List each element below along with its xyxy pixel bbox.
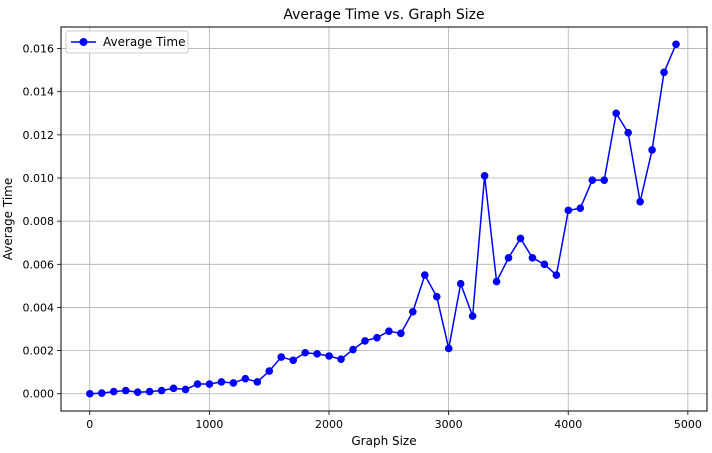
data-point (540, 260, 549, 269)
data-point (624, 128, 632, 137)
y-tick-label: 0.016 (23, 43, 55, 56)
y-tick-label: 0.004 (23, 301, 55, 314)
data-point (121, 386, 130, 395)
data-point (241, 374, 250, 383)
data-point (528, 254, 537, 262)
data-point (504, 254, 513, 262)
data-point (193, 380, 202, 388)
data-point (229, 379, 238, 387)
y-tick-label: 0.002 (23, 345, 55, 358)
data-point (468, 312, 477, 320)
data-point (145, 387, 154, 396)
data-point (516, 234, 525, 243)
data-point (456, 279, 465, 288)
data-point (385, 327, 393, 335)
x-tick-label: 4000 (554, 418, 582, 431)
data-point (325, 352, 333, 360)
series-line-group (86, 40, 680, 398)
data-point (205, 380, 214, 388)
data-point (301, 348, 309, 357)
y-tick-label: 0.000 (23, 388, 55, 401)
legend: Average Time (65, 30, 189, 54)
y-axis-title: Average Time (1, 178, 15, 260)
data-point (564, 206, 573, 215)
data-point (432, 292, 441, 301)
x-tick-label: 2000 (315, 418, 343, 431)
legend-marker-swatch (79, 38, 88, 46)
x-tick-label: 0 (86, 418, 93, 431)
x-axis-title: Graph Size (351, 434, 416, 448)
data-point (253, 378, 262, 386)
data-point (277, 353, 286, 361)
y-tick-label: 0.012 (23, 129, 55, 142)
data-point (444, 344, 453, 353)
chart-title: Average Time vs. Graph Size (283, 7, 484, 23)
y-axis: 0.000 0.002 0.004 0.006 0.008 0.010 0.012 0.014… (23, 43, 61, 401)
data-point (373, 333, 381, 342)
data-point (409, 307, 417, 316)
x-axis: 0 1000 2000 3000 4000 5000 (86, 411, 702, 431)
plot-frame (60, 26, 708, 412)
data-point (648, 146, 656, 154)
x-tick-label: 1000 (195, 418, 223, 431)
data-point (181, 385, 190, 394)
data-point (660, 68, 668, 77)
data-point (349, 345, 357, 354)
data-point (289, 356, 298, 365)
data-point (576, 204, 585, 213)
data-point (169, 384, 178, 393)
y-tick-label: 0.010 (23, 172, 55, 185)
x-tick-label: 5000 (674, 418, 702, 431)
data-point (109, 387, 118, 396)
data-point (97, 389, 106, 397)
data-point (672, 40, 680, 49)
data-point (265, 367, 274, 375)
legend-label: Average Time (103, 35, 185, 49)
grid (61, 27, 707, 411)
data-point (133, 388, 142, 397)
series-line (89, 43, 677, 395)
data-point (420, 271, 429, 279)
data-point (397, 329, 405, 338)
data-point (361, 337, 369, 345)
data-point (337, 355, 345, 364)
data-point (217, 378, 226, 386)
data-point (552, 271, 561, 279)
data-point (588, 176, 597, 184)
data-point (313, 350, 321, 358)
y-tick-label: 0.014 (23, 86, 55, 99)
data-point (600, 176, 609, 184)
x-tick-label: 3000 (435, 418, 463, 431)
data-point (86, 389, 94, 398)
legend-box (65, 30, 189, 54)
y-tick-label: 0.008 (23, 215, 55, 228)
y-tick-label: 0.006 (23, 258, 55, 271)
data-point (636, 197, 644, 206)
data-point (157, 386, 166, 395)
data-point (492, 277, 501, 286)
data-point (612, 109, 620, 118)
data-point (480, 172, 489, 180)
